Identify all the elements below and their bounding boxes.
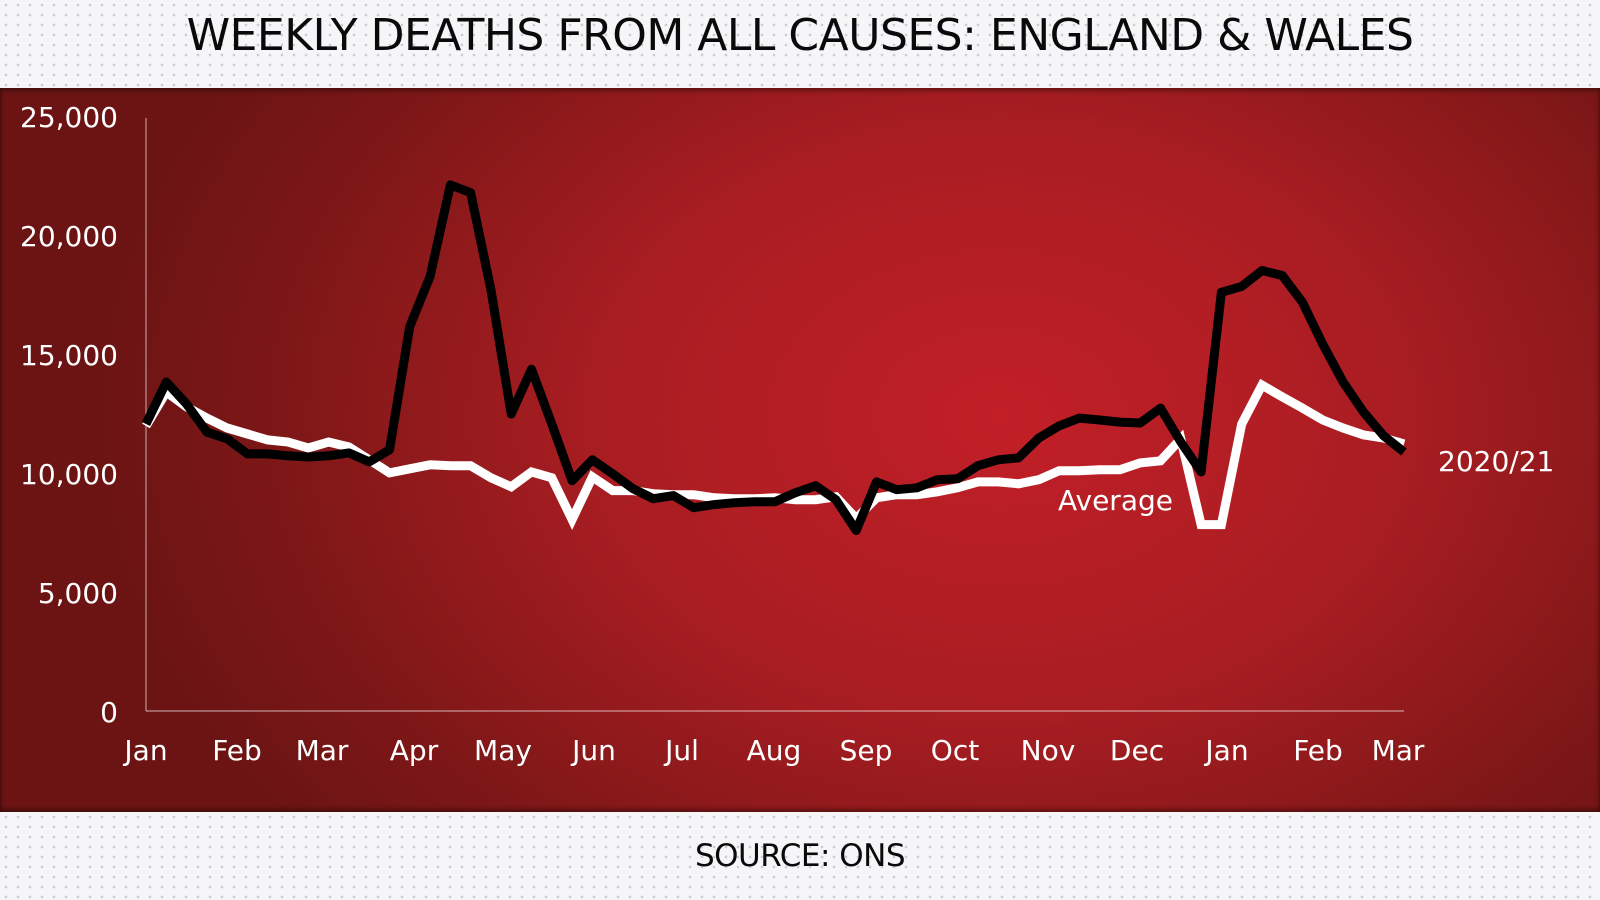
x-axis-ticks: Jan Feb Mar Apr May Jun Jul Aug Sep Oct … (122, 734, 1424, 767)
average-series-label: Average (1058, 484, 1173, 517)
y-tick-label: 0 (100, 696, 118, 729)
line-2020-21 (141, 180, 1407, 535)
x-tick-label: Apr (390, 734, 439, 767)
x-tick-label: Mar (1372, 734, 1425, 767)
x-tick-label: Jan (122, 734, 167, 767)
x-tick-label: Sep (840, 734, 893, 767)
y-tick-label: 15,000 (20, 339, 118, 372)
x-tick-label: May (474, 734, 532, 767)
y-tick-label: 25,000 (20, 101, 118, 134)
chart-title: WEEKLY DEATHS FROM ALL CAUSES: ENGLAND &… (186, 10, 1414, 61)
y-tick-label: 5,000 (38, 577, 118, 610)
x-tick-label: Dec (1110, 734, 1164, 767)
x-tick-label: Feb (1293, 734, 1343, 767)
x-tick-label: Nov (1021, 734, 1076, 767)
source-label: SOURCE: ONS (694, 838, 906, 874)
x-tick-label: Jan (1203, 734, 1248, 767)
y-axis-ticks: 25,000 20,000 15,000 10,000 5,000 0 (20, 101, 118, 729)
source-band: SOURCE: ONS (0, 812, 1600, 900)
y-tick-label: 10,000 (20, 458, 118, 491)
current-series-label: 2020/21 (1438, 445, 1554, 478)
x-tick-label: Feb (212, 734, 262, 767)
x-tick-label: Mar (296, 734, 349, 767)
x-tick-label: Oct (931, 734, 979, 767)
x-tick-label: Aug (747, 734, 802, 767)
title-band: WEEKLY DEATHS FROM ALL CAUSES: ENGLAND &… (0, 0, 1600, 88)
x-tick-label: Jul (663, 734, 699, 767)
y-tick-label: 20,000 (20, 220, 118, 253)
x-tick-label: Jun (570, 734, 616, 767)
